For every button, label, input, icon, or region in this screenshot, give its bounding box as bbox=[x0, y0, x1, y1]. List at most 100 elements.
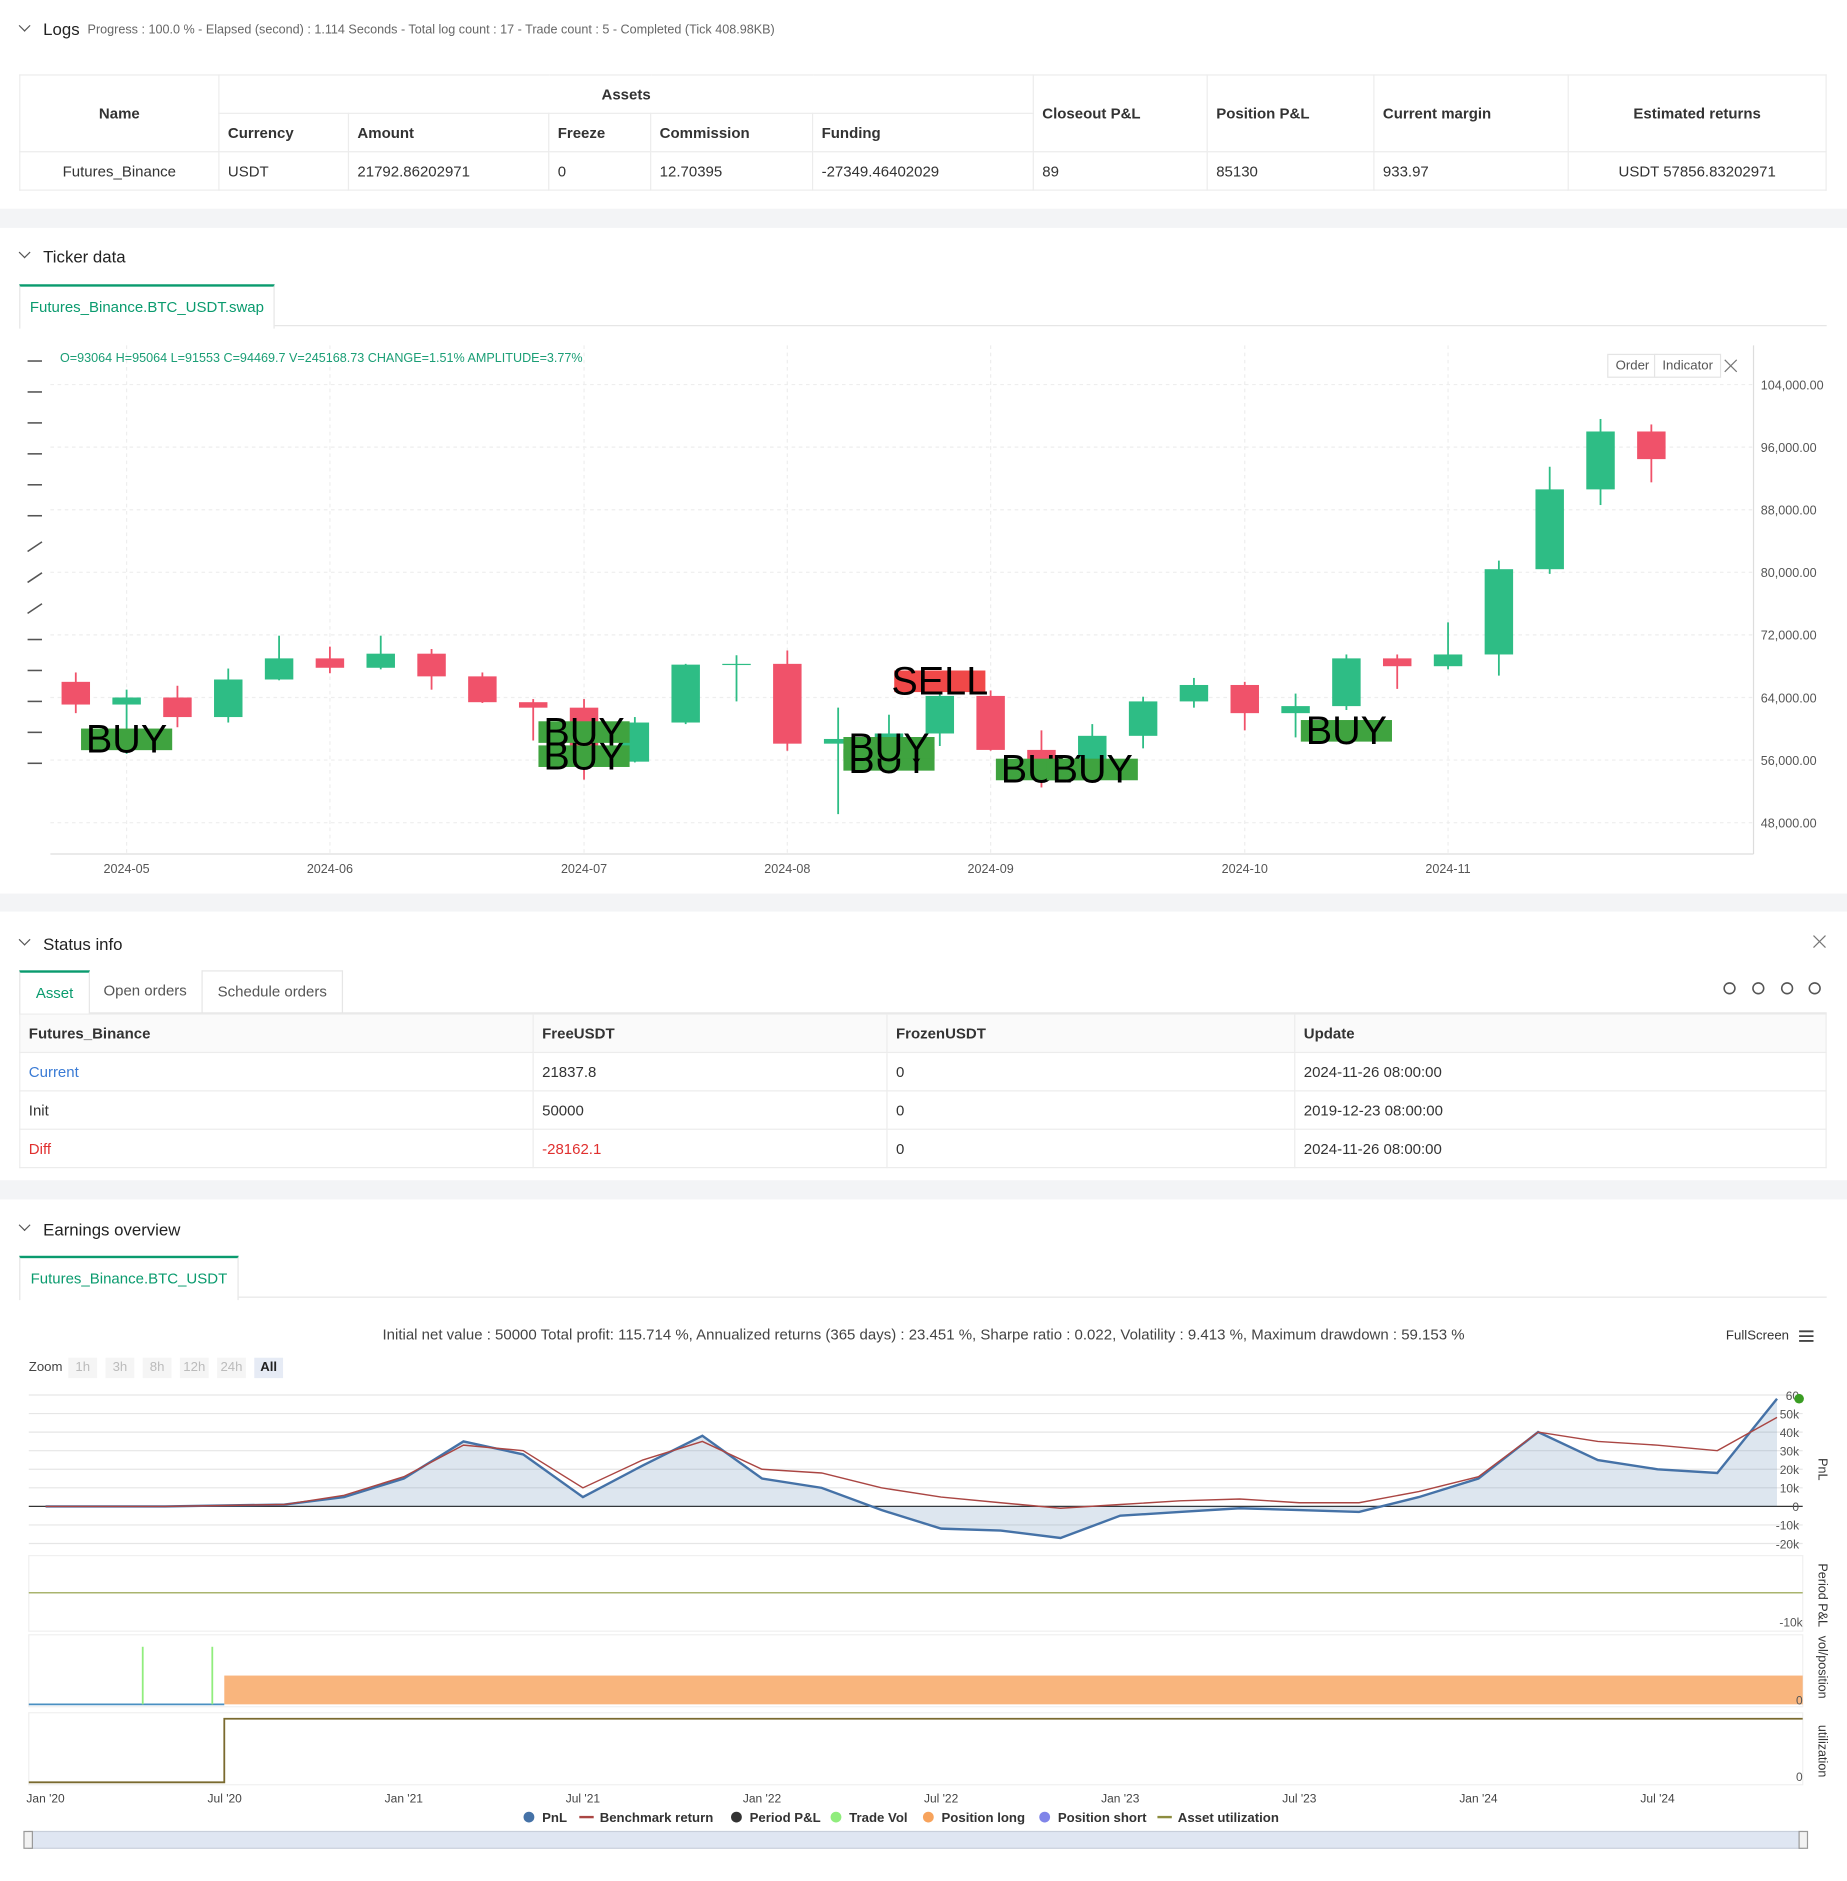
y-tick-label: 50k bbox=[1780, 1407, 1800, 1421]
tool-icon bbox=[27, 572, 43, 584]
legend-symbol bbox=[922, 1811, 934, 1823]
legend-label: PnL bbox=[542, 1810, 567, 1825]
signal-box bbox=[894, 670, 986, 693]
candle-body bbox=[1382, 658, 1412, 667]
cell: 21792.86202971 bbox=[347, 151, 550, 191]
legend-label: Asset utilization bbox=[1178, 1810, 1279, 1825]
candle-body bbox=[264, 658, 294, 680]
zoom-button[interactable]: 8h bbox=[142, 1357, 172, 1379]
zoom-button[interactable]: 1h bbox=[68, 1357, 98, 1379]
sub-panel bbox=[28, 1634, 1804, 1708]
signal-label: BUY bbox=[1052, 748, 1133, 792]
tab[interactable]: Schedule orders bbox=[201, 970, 344, 1014]
sub-panel bbox=[28, 1712, 1804, 1786]
x-tick-label: Jul '23 bbox=[1282, 1792, 1317, 1806]
candle-body bbox=[112, 697, 141, 705]
candle-body bbox=[773, 663, 802, 744]
section-title: Logs bbox=[43, 19, 80, 39]
header: Assets bbox=[218, 74, 1034, 114]
navigator-handle bbox=[1798, 1830, 1809, 1849]
y-tick-label: 72,000.00 bbox=[1761, 629, 1817, 643]
header: Name bbox=[19, 74, 220, 153]
header: FreeUSDT bbox=[532, 1013, 888, 1054]
tab[interactable]: Open orders bbox=[103, 982, 187, 1000]
legend-label: Position short bbox=[1058, 1810, 1147, 1825]
separator bbox=[0, 893, 1847, 912]
signal-box bbox=[1046, 758, 1138, 781]
candle-body bbox=[1586, 431, 1615, 490]
candle-body bbox=[61, 681, 91, 705]
section-title: Earnings overview bbox=[43, 1219, 181, 1239]
y-tick-label: 20k bbox=[1780, 1463, 1800, 1477]
x-tick-label: 2024-07 bbox=[561, 862, 607, 876]
header: Position P&L bbox=[1206, 74, 1375, 153]
tab-line bbox=[19, 1296, 1827, 1298]
position-long bbox=[224, 1675, 1803, 1705]
cell: Diff bbox=[19, 1128, 534, 1169]
pnl-area bbox=[45, 1398, 1778, 1538]
x-tick-label: Jul '20 bbox=[208, 1792, 243, 1806]
tool-icon bbox=[27, 541, 43, 553]
legend-symbol bbox=[830, 1811, 842, 1823]
tab[interactable]: Asset bbox=[19, 970, 90, 1015]
candle-body bbox=[518, 702, 548, 708]
legend-symbol bbox=[731, 1811, 742, 1823]
tab-line bbox=[19, 325, 1827, 327]
cell: 2024-11-26 08:00:00 bbox=[1294, 1051, 1827, 1092]
x-tick-label: Jan '22 bbox=[743, 1792, 782, 1806]
assets-table: Name Assets Closeout P&L Position P&L Cu… bbox=[19, 74, 1827, 191]
cell: 50000 bbox=[532, 1090, 888, 1130]
y-tick-label: 104,000.00 bbox=[1761, 378, 1824, 392]
tab[interactable]: Futures_Binance.BTC_USDT bbox=[19, 1255, 239, 1301]
zoom-button[interactable]: 12h bbox=[179, 1357, 209, 1379]
x-tick-label: Jan '21 bbox=[385, 1792, 424, 1806]
header: Update bbox=[1294, 1013, 1827, 1054]
header: Amount bbox=[347, 112, 550, 153]
signal-box bbox=[538, 721, 630, 743]
legend-label: Position long bbox=[942, 1810, 1026, 1825]
x-tick-label: 2024-10 bbox=[1222, 862, 1268, 876]
header: Estimated returns bbox=[1567, 74, 1827, 153]
status-table: Futures_Binance FreeUSDT FrozenUSDT Update … bbox=[19, 1013, 1827, 1169]
tab[interactable]: Futures_Binance.BTC_USDT.swap bbox=[19, 284, 275, 329]
cell: 0 bbox=[548, 151, 652, 191]
section-title: Status info bbox=[43, 934, 123, 954]
legend-symbol bbox=[523, 1811, 535, 1823]
end-marker bbox=[1794, 1393, 1804, 1404]
fullscreen[interactable]: FullScreen bbox=[1725, 1328, 1789, 1344]
signal-box bbox=[843, 737, 935, 759]
y-tick-label: 10k bbox=[1780, 1482, 1800, 1496]
x-tick-label: 2024-06 bbox=[307, 862, 353, 876]
utilization-line bbox=[28, 1717, 1803, 1784]
axis-label: Period P&L bbox=[1815, 1563, 1829, 1627]
header: Closeout P&L bbox=[1032, 74, 1208, 153]
quote: O=93064 H=95064 L=91553 C=94469.7 V=2451… bbox=[59, 351, 583, 366]
cell: 85130 bbox=[1206, 151, 1375, 191]
y-tick-label: 30k bbox=[1780, 1445, 1800, 1459]
candle-body bbox=[1128, 701, 1158, 736]
y-tick-label: -20k bbox=[1776, 1537, 1800, 1551]
legend-label: Period P&L bbox=[750, 1810, 821, 1825]
header: Current margin bbox=[1373, 74, 1569, 153]
toolbar-icon bbox=[1723, 982, 1736, 995]
button[interactable]: Indicator bbox=[1653, 353, 1722, 378]
candle-body bbox=[1332, 658, 1361, 707]
cell: 89 bbox=[1032, 151, 1208, 191]
summary: Initial net value : 50000 Total profit: … bbox=[382, 1326, 1465, 1344]
candle-body bbox=[1535, 489, 1564, 570]
zoom-button[interactable]: 24h bbox=[217, 1357, 246, 1379]
zoom-button[interactable]: 3h bbox=[105, 1357, 135, 1379]
cell: USDT 57856.83202971 bbox=[1567, 151, 1827, 191]
signal-label: BUY bbox=[86, 718, 167, 762]
header: Freeze bbox=[548, 112, 652, 153]
candle-body bbox=[1637, 431, 1666, 460]
cell: 933.97 bbox=[1373, 151, 1569, 191]
panel-tick: 0 bbox=[1796, 1770, 1803, 1784]
x-tick-label: Jul '22 bbox=[924, 1792, 959, 1806]
zoom-button[interactable]: All bbox=[254, 1357, 284, 1379]
button[interactable]: Order bbox=[1607, 353, 1658, 378]
candle-body bbox=[1484, 569, 1514, 655]
header: Currency bbox=[218, 112, 350, 153]
